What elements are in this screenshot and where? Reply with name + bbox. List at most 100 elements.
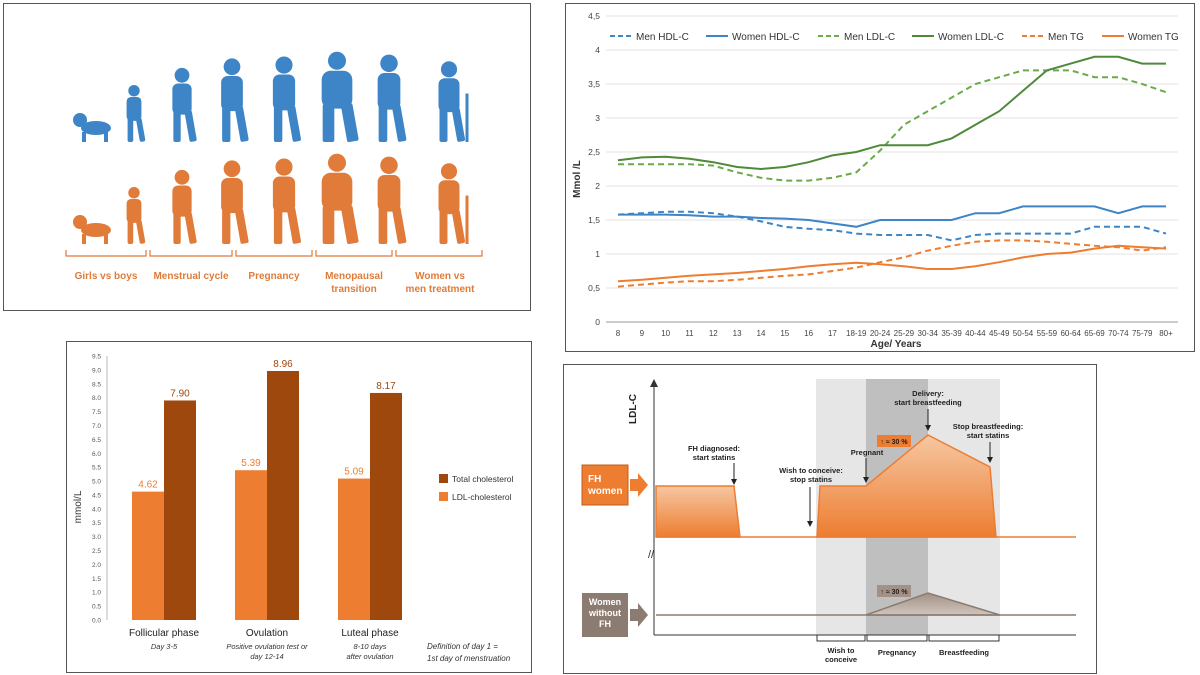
bar-y-tick-label: 7.0 [92,423,101,430]
bar-y-tick-label: 1.5 [92,576,101,583]
ann-stop-line1: Stop breastfeeding: [953,422,1023,431]
male-silhouette-3 [172,67,197,142]
bar-y-tick-label: 2.0 [92,562,101,569]
fh-label-arrow [630,473,648,497]
bar-total-cholesterol [164,400,196,620]
line-y-tick-label: 2 [595,181,600,191]
bar-value-label: 4.62 [138,480,158,491]
fh-diagram-svg: LDL-C // FH women Women without FH [581,379,1076,664]
line-legend-label: Women LDL-C [938,32,1004,43]
line-x-tick-label: 8 [616,329,621,338]
ann-stop-arrowhead [987,457,993,463]
line-x-axis-title: Age/ Years [871,339,922,350]
female-silhouette-4 [221,160,249,244]
line-legend-item: Women LDL-C [912,32,1004,43]
bar-y-tick-label: 4.5 [92,492,101,499]
bar-y-ticks: 0.0 0.5 1.0 1.5 2.0 2.5 3.0 3.5 4.0 4.5 5.0 5.5 6.0 6… [92,354,108,625]
phase-breastfeeding: Breastfeeding [939,648,989,657]
line-series-group [617,55,1167,288]
stage-brackets [65,250,483,257]
lipid-age-line-chart: 0 0,5 1 1,5 2 2,5 3 3,5 4 4,5 8 9 10 11 12 13 14 15 16 17 1… [565,3,1195,352]
bar-y-tick-label: 8.5 [92,381,101,388]
ann-fh-diagnosed-line2: start statins [693,453,736,462]
line-x-tick-label: 45-49 [989,329,1010,338]
bar-footnote-line2: 1st day of menstruation [427,654,511,663]
phase-brackets [816,635,1000,642]
line-y-ticks: 0 0,5 1 1,5 2 2,5 3 3,5 4 4,5 [588,11,600,327]
line-x-tick-label: 60-64 [1060,329,1081,338]
ann-wish-line1: Wish to conceive: [779,466,843,475]
male-silhouette-1 [73,113,111,142]
line-x-tick-label: 15 [780,329,789,338]
male-silhouette-4 [221,58,249,142]
bar-total-cholesterol [370,392,402,620]
nonfh-label-line2: without [588,608,621,618]
line-legend-label: Women TG [1128,32,1179,43]
line-legend-item: Men TG [1022,32,1084,43]
bar-legend-label: LDL-cholesterol [452,492,512,502]
bar-category-note: Day 3-5 [151,642,178,651]
fh-y-axis-arrow [650,379,658,387]
male-silhouette-8 [438,61,469,142]
line-x-tick-label: 20-24 [870,329,891,338]
bar-y-tick-label: 9.0 [92,367,101,374]
female-silhouettes [73,153,469,245]
line-y-tick-label: 3 [595,113,600,123]
ann-fh-diagnosed-line1: FH diagnosed: [688,444,740,453]
nonfh-label-arrow [630,603,648,627]
bar-y-tick-label: 5.5 [92,465,101,472]
line-series-men-tg [617,239,1167,288]
phase-wish-line2: conceive [825,655,857,664]
fh-increase-badge [877,435,911,447]
nonfh-label-line3: FH [599,619,611,629]
bar-total-cholesterol [267,371,299,620]
fh-label-line2: women [587,486,622,497]
bar-category-label: Follicular phase [129,628,199,639]
bar-y-tick-label: 7.5 [92,409,101,416]
female-silhouette-2 [126,187,146,244]
ann-pregnant: Pregnant [851,448,884,457]
male-silhouette-7 [377,54,407,142]
ann-wish-arrowhead [807,521,813,527]
line-x-tick-label: 40-44 [965,329,986,338]
nonfh-increase-badge-text: ↑ ≈ 30 % [880,589,908,596]
line-y-axis-title: Mmol /L [572,160,583,198]
bar-category-labels: Follicular phase Day 3-5 Ovulation Positive… [129,628,399,661]
line-x-tick-label: 35-39 [941,329,962,338]
line-x-tick-label: 13 [733,329,742,338]
line-x-tick-label: 65-69 [1084,329,1105,338]
line-x-tick-label: 70-74 [1108,329,1129,338]
line-series-men-ldl-c [618,69,1167,182]
ann-delivery-line2: start breastfeeding [894,398,962,407]
female-silhouette-1 [73,215,111,244]
line-y-tick-label: 4,5 [588,11,600,21]
stage-label-menopausal: Menopausal [325,271,383,282]
female-silhouette-3 [172,169,197,244]
bar-series-group: 4.62 7.90 5.39 8.96 5.09 8.17 [132,359,402,620]
line-x-tick-label: 50-54 [1013,329,1034,338]
nonfh-label-line1: Women [589,597,621,607]
stage-label-men-treatment: men treatment [406,284,476,295]
bar-y-tick-label: 8.0 [92,395,101,402]
line-series-women-hdl-c [618,205,1166,228]
line-legend-item: Men LDL-C [818,32,895,43]
line-x-tick-label: 16 [804,329,813,338]
bar-y-tick-label: 2.5 [92,548,101,555]
line-legend-item: Women TG [1102,32,1179,43]
bar-legend: Total cholesterol LDL-cholesterol [439,474,514,502]
bar-value-label: 5.39 [241,458,261,469]
line-legend-label: Men HDL-C [636,32,689,43]
line-legend: Men HDL-C Women HDL-C Men LDL-C Women LDL-C… [610,32,1179,43]
line-legend-item: Women HDL-C [706,32,800,43]
line-legend-label: Women HDL-C [732,32,800,43]
bar-category-note: after ovulation [346,652,393,661]
line-y-tick-label: 1,5 [588,215,600,225]
line-series-men-hdl-c [617,210,1167,242]
bar-legend-item: Total cholesterol [439,474,514,484]
bar-y-axis-title: mmol/L [73,490,84,523]
nonfh-label-box [582,593,628,637]
bar-value-label: 7.90 [170,388,190,399]
bar-category-label: Luteal phase [341,628,399,639]
line-y-tick-label: 4 [595,45,600,55]
ann-delivery-arrowhead [925,425,931,431]
